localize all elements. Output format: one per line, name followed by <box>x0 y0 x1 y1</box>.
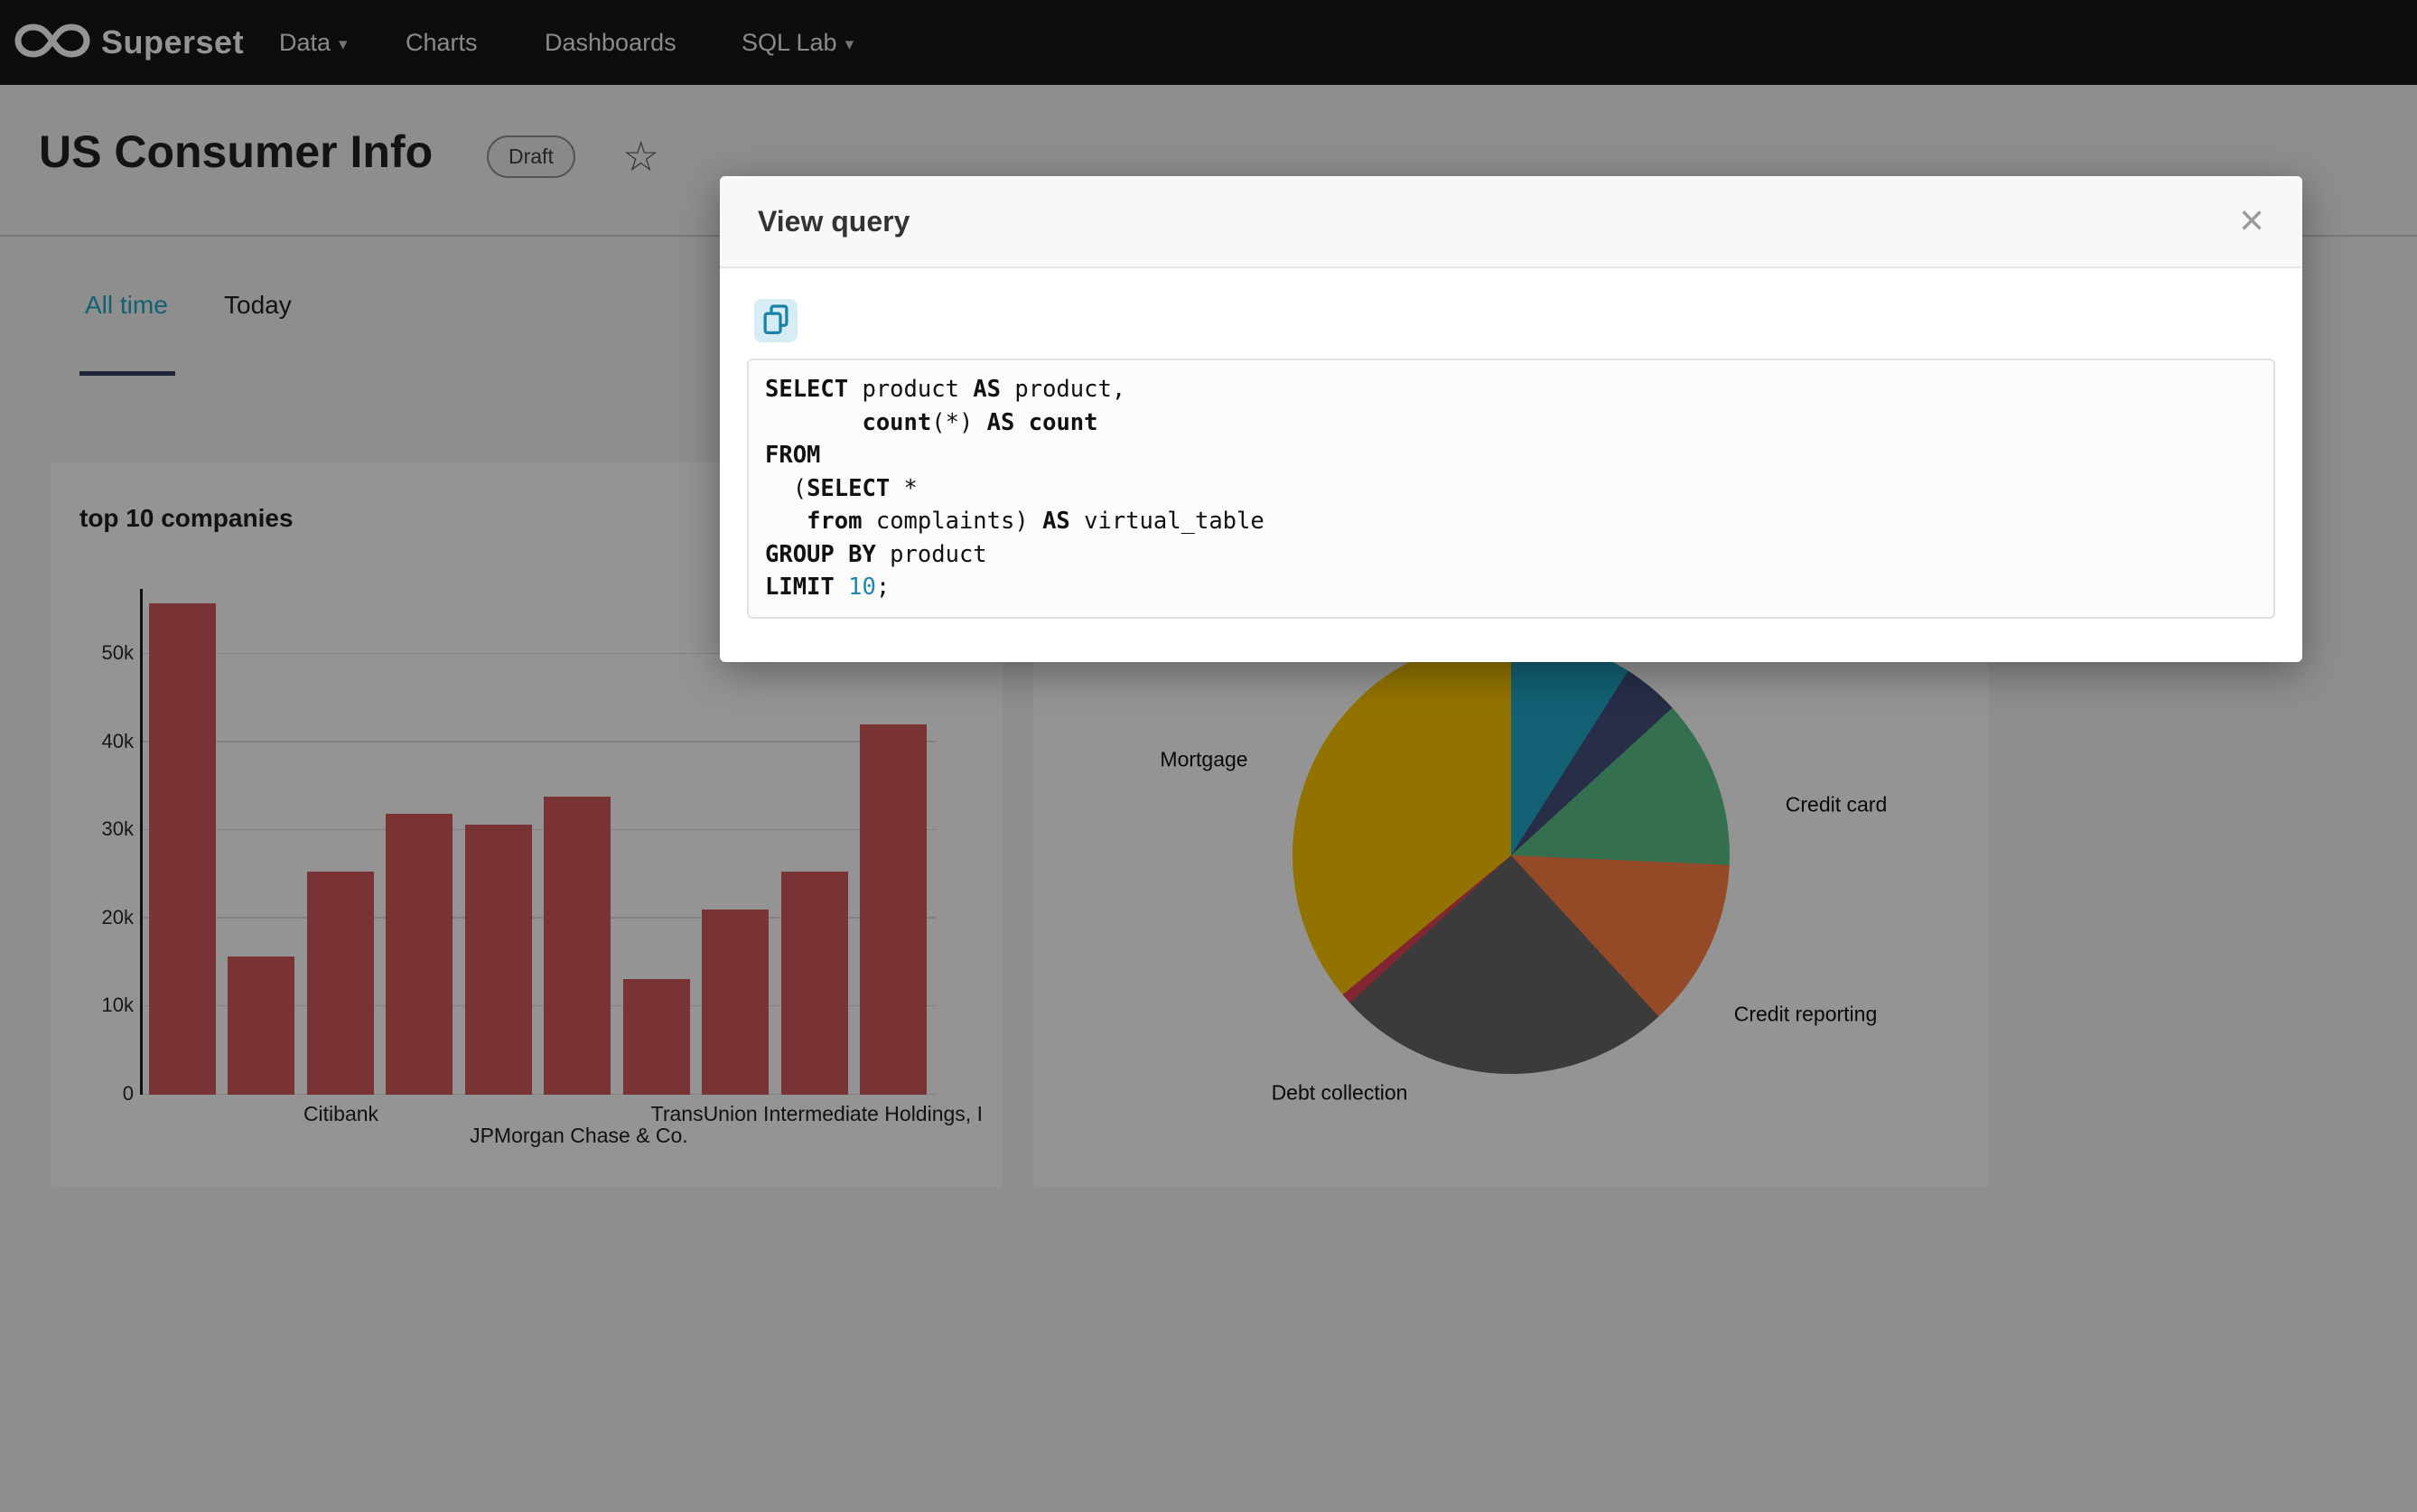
sql-line: from complaints) AS virtual_table <box>807 508 1264 535</box>
sql-line: (SELECT * <box>765 474 918 502</box>
bar <box>544 797 611 1095</box>
clipboard-icon <box>762 303 789 339</box>
page-title: US Consumer Info <box>39 126 434 177</box>
y-axis-tick-label: 30k <box>101 817 134 841</box>
bar <box>228 956 295 1095</box>
pie-label-debt-collection: Debt collection <box>1271 1080 1408 1105</box>
modal-header: View query × <box>720 176 2302 268</box>
sql-line: count(*) AS count <box>862 408 1098 436</box>
view-query-modal: View query × SELECT product AS product, … <box>720 176 2302 662</box>
x-axis-label: JPMorgan Chase & Co. <box>470 1124 688 1147</box>
bar <box>860 724 928 1095</box>
nav-item-dashboards[interactable]: Dashboards <box>545 28 677 56</box>
nav-item-charts[interactable]: Charts <box>406 28 478 56</box>
bar <box>702 910 770 1095</box>
bar <box>386 813 453 1095</box>
tab-all-time[interactable]: All time <box>79 291 175 376</box>
bar <box>780 872 848 1095</box>
gridline <box>143 741 936 742</box>
y-axis-tick-label: 10k <box>101 994 134 1017</box>
sql-line: LIMIT 10; <box>765 574 891 601</box>
close-icon[interactable]: × <box>2238 197 2264 245</box>
superset-brand[interactable]: Superset <box>14 0 244 85</box>
y-axis-tick-label: 0 <box>122 1082 134 1105</box>
pie-label-credit-reporting: Credit reporting <box>1733 1002 1878 1026</box>
chevron-down-icon: ▾ <box>845 34 854 54</box>
y-axis-tick-label: 50k <box>101 641 134 665</box>
brand-name: Superset <box>101 23 245 61</box>
x-axis-label: TransUnion Intermediate Holdings, I <box>650 1102 983 1125</box>
favorite-star-icon[interactable]: ☆ <box>622 133 660 180</box>
gridline <box>143 917 936 919</box>
y-axis-tick-label: 20k <box>101 905 134 929</box>
superset-infinity-logo-icon <box>14 21 90 65</box>
nav-item-data[interactable]: Data ▾ <box>279 28 348 56</box>
modal-title: View query <box>758 204 910 238</box>
pie-label-mortgage: Mortgage <box>1160 747 1248 771</box>
top-navbar: Superset Data ▾ Charts Dashboards SQL La… <box>0 0 2417 85</box>
chevron-down-icon: ▾ <box>339 34 348 54</box>
sql-line: FROM <box>765 442 821 469</box>
gridline <box>143 1004 936 1007</box>
sql-line: GROUP BY product <box>765 540 987 568</box>
sql-code: SELECT product AS product, count(*) AS c… <box>747 359 2275 619</box>
gridline <box>143 652 936 655</box>
modal-body: SELECT product AS product, count(*) AS c… <box>720 268 2302 662</box>
status-badge: Draft <box>487 135 575 178</box>
y-axis-tick-label: 40k <box>101 729 134 752</box>
x-axis-label: Citibank <box>303 1102 379 1125</box>
pie-chart <box>1292 637 1730 1074</box>
bar <box>464 824 532 1095</box>
bar <box>306 872 374 1095</box>
bar <box>622 979 690 1095</box>
bar-plot: 0 10k 20k 30k 40k 50k Citibank JPMorgan Chase &… <box>102 589 983 1147</box>
sql-line: SELECT product AS product, <box>765 376 1126 403</box>
bar <box>148 602 216 1095</box>
nav-item-sql-lab[interactable]: SQL Lab ▾ <box>742 28 854 56</box>
tab-today[interactable]: Today <box>224 291 292 319</box>
pie-label-credit-card: Credit card <box>1785 792 1888 817</box>
chart-title: top 10 companies <box>79 504 294 532</box>
gridline <box>143 1093 936 1095</box>
copy-query-button[interactable] <box>754 299 798 342</box>
gridline <box>143 828 936 831</box>
